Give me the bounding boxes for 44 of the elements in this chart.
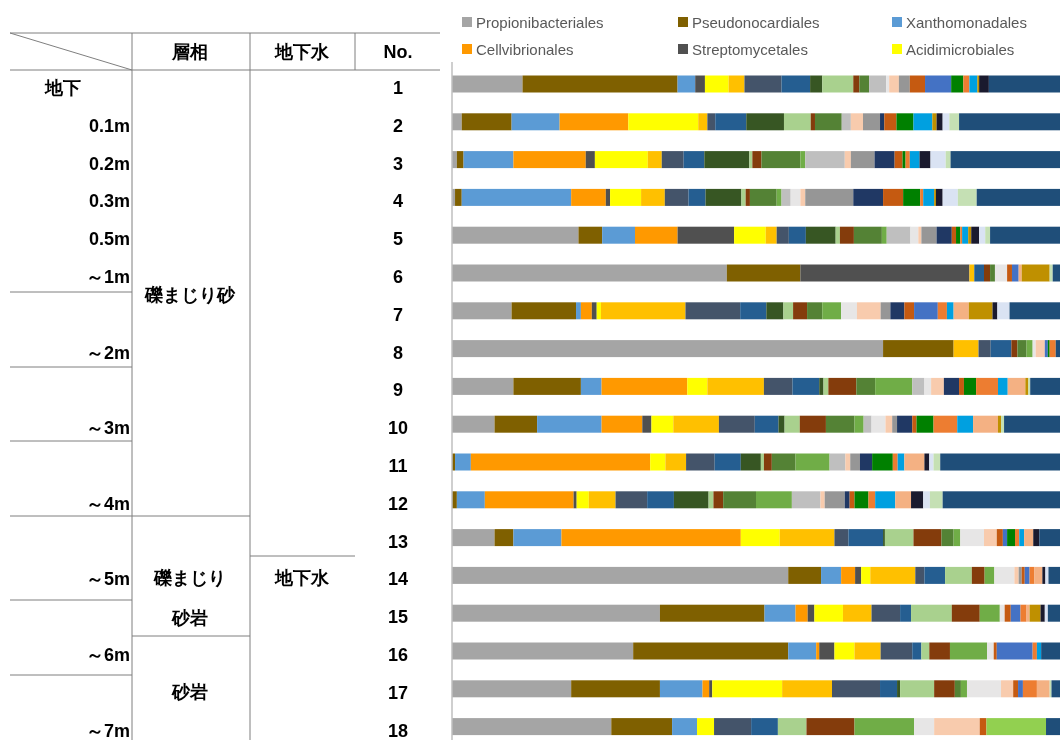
y-tick-label: 3 bbox=[392, 153, 404, 174]
text: 砂岩 bbox=[171, 682, 208, 702]
y-tick-label: 5 bbox=[392, 229, 404, 250]
text: ～4m bbox=[85, 493, 130, 514]
y-tick-label: 11 bbox=[388, 456, 408, 476]
text: ～7m bbox=[85, 720, 130, 740]
text: 砂岩 bbox=[171, 608, 208, 628]
y-tick-label: 10 bbox=[387, 418, 409, 439]
text: 地下 bbox=[44, 78, 81, 98]
y-tick-label: 16 bbox=[387, 645, 409, 665]
legend-label: Acidimicrobiales bbox=[906, 40, 1015, 58]
y-tick-label: 14 bbox=[387, 569, 409, 590]
y-tick-label: 4 bbox=[392, 191, 404, 212]
y-tick-label: 1 bbox=[392, 78, 404, 98]
legend-label: Propionibacteriales bbox=[476, 13, 604, 31]
text: ～2m bbox=[85, 342, 130, 363]
text: 礫まじり bbox=[153, 568, 226, 588]
y-tick-label: 15 bbox=[387, 607, 409, 628]
text: 礫まじり砂 bbox=[144, 285, 236, 305]
y-tick-label: 6 bbox=[392, 267, 404, 287]
text: No. bbox=[383, 42, 413, 62]
legend-label: Cellvibrionales bbox=[476, 40, 574, 58]
legend-label: Xanthomonadales bbox=[906, 13, 1027, 31]
y-tick-label: 18 bbox=[387, 720, 409, 740]
text: 0.5m bbox=[88, 229, 130, 250]
text: 地下水 bbox=[274, 568, 330, 588]
text: ～3m bbox=[85, 418, 130, 439]
text: 層相 bbox=[171, 42, 208, 62]
y-tick-label: 13 bbox=[387, 531, 409, 552]
legend-label: Pseudonocardiales bbox=[692, 13, 820, 31]
y-tick-label: 17 bbox=[387, 682, 409, 703]
text: 0.2m bbox=[88, 153, 130, 174]
text: ～5m bbox=[85, 569, 130, 590]
text: 0.1m bbox=[88, 115, 130, 136]
y-tick-label: 7 bbox=[392, 304, 404, 325]
text: ～6m bbox=[85, 645, 130, 665]
text: 0.3m bbox=[88, 191, 130, 212]
text: ～1m bbox=[85, 267, 130, 287]
y-tick-label: 9 bbox=[392, 380, 404, 401]
legend-label: Streptomycetales bbox=[692, 40, 808, 58]
text: 地下水 bbox=[274, 42, 330, 62]
y-tick-label: 12 bbox=[387, 493, 409, 514]
y-tick-label: 2 bbox=[392, 115, 404, 136]
y-tick-label: 8 bbox=[392, 342, 404, 363]
